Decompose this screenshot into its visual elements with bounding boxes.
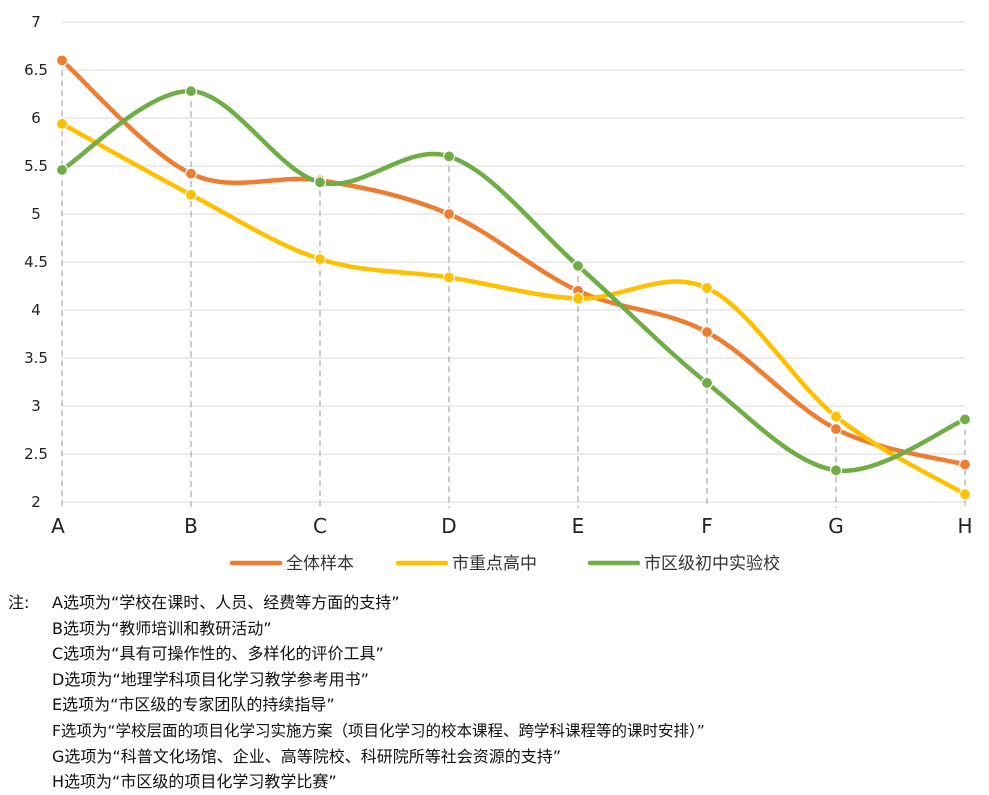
x-tick-label: B [184,514,198,538]
series-line [59,88,968,474]
x-tick-label: A [51,514,65,538]
note-text: C选项为“具有可操作性的、多样化的评价工具” [52,644,384,664]
x-tick-label: C [313,514,327,538]
note-text: H选项为“市区级的项目化学习教学比赛” [52,772,337,792]
data-point [571,292,585,305]
data-point [313,253,327,266]
gridlines [62,21,965,503]
legend-label: 市区级初中实验校 [644,554,780,574]
notes: 注: A选项为“学校在课时、人员、经费等方面的支持” B选项为“教师培训和教研活动… [8,590,983,795]
data-point [571,259,585,272]
data-point [829,410,843,423]
series-lines [59,58,968,497]
y-axis-ticks: 2 2.5 3 3.5 4 4.5 5 5.5 6 6.5 7 [24,13,48,511]
x-axis-ticks: A B C D E F G H [51,514,972,538]
category-guides [61,60,966,508]
y-tick-label: 7 [31,13,41,31]
x-tick-label: F [701,514,713,538]
y-tick-label: 2.5 [24,445,48,463]
y-tick-label: 4.5 [24,253,48,271]
note-line: C选项为“具有可操作性的、多样化的评价工具” [8,641,983,667]
legend-label: 全体样本 [286,554,354,574]
legend: 全体样本 市重点高中 市区级初中实验校 [229,554,780,574]
data-point [184,167,198,180]
data-point [958,458,972,471]
note-line: E选项为“市区级的专家团队的持续指导” [8,692,983,718]
y-tick-label: 6.5 [24,61,48,79]
x-tick-label: G [828,514,844,538]
note-line: H选项为“市区级的项目化学习教学比赛” [8,769,983,795]
note-prefix: 注: [8,593,30,612]
y-tick-label: 2 [31,493,41,511]
y-tick-label: 5 [31,205,41,223]
x-tick-label: D [441,514,456,538]
data-point [442,150,456,163]
note-text: A选项为“学校在课时、人员、经费等方面的支持” [52,593,400,612]
y-tick-label: 3.5 [24,349,48,367]
data-point [700,281,714,295]
y-tick-label: 3 [31,397,41,415]
note-line: B选项为“教师培训和教研活动” [8,616,983,642]
data-point [184,188,198,201]
x-tick-label: H [957,514,972,538]
note-text: F选项为“学校层面的项目化学习实施方案（项目化学习的校本课程、跨学科课程等的课时… [52,721,705,740]
data-point [55,163,69,176]
y-tick-label: 6 [31,109,41,127]
legend-label: 市重点高中 [452,554,537,574]
y-tick-label: 4 [31,301,41,319]
note-line: F选项为“学校层面的项目化学习实施方案（项目化学习的校本课程、跨学科课程等的课时… [8,718,983,744]
note-line: D选项为“地理学科项目化学习教学参考用书” [8,667,983,693]
data-point [829,464,843,477]
note-line: G选项为“科普文化场馆、企业、高等院校、科研院所等社会资源的支持” [8,744,983,770]
data-point [55,117,69,130]
data-point [55,54,69,67]
note-text: G选项为“科普文化场馆、企业、高等院校、科研院所等社会资源的支持” [52,746,561,766]
data-point [700,325,714,339]
data-point [313,176,327,189]
data-point [700,376,714,390]
data-point [958,413,972,426]
data-point [442,271,456,284]
x-tick-label: E [572,514,585,538]
note-text: E选项为“市区级的专家团队的持续指导” [52,695,335,715]
data-point [958,488,972,501]
data-point [829,422,843,436]
data-point [184,85,198,98]
note-text: D选项为“地理学科项目化学习教学参考用书” [52,669,369,689]
note-text: B选项为“教师培训和教研活动” [52,618,272,638]
note-line: 注: A选项为“学校在课时、人员、经费等方面的支持” [8,590,983,616]
line-chart: 2 2.5 3 3.5 4 4.5 5 5.5 6 6.5 7 A B C D E F G H 全体样本 市重点高中… [24,13,972,574]
series-points [55,54,972,501]
y-tick-label: 5.5 [24,157,48,175]
data-point [442,207,456,221]
series-line [59,121,968,497]
